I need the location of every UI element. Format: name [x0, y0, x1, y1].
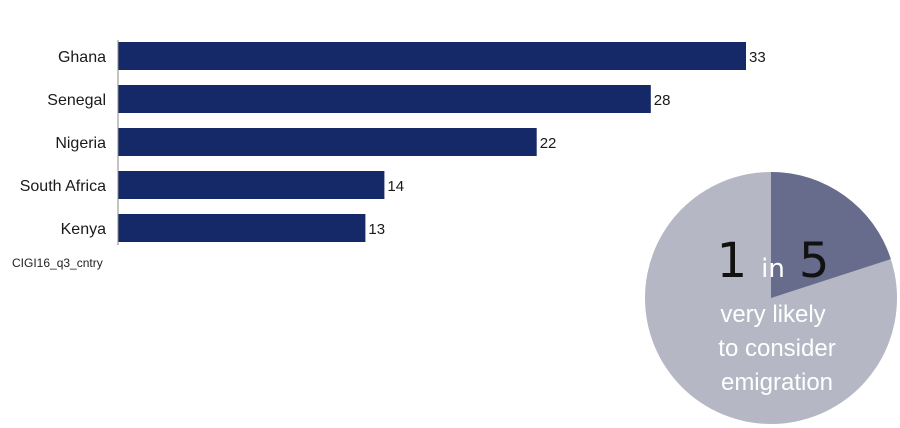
category-label-south-africa: South Africa [20, 178, 106, 195]
pie-callout: 1 in 5 very likely to consider emigratio… [645, 172, 897, 424]
value-label-kenya: 13 [368, 221, 385, 238]
value-label-ghana: 33 [749, 49, 766, 66]
caption-line-2: to consider [718, 335, 835, 362]
bars-layer [118, 42, 746, 242]
category-label-ghana: Ghana [58, 49, 106, 66]
bar-senegal [118, 85, 651, 113]
value-label-senegal: 28 [654, 92, 671, 109]
value-label-nigeria: 22 [540, 135, 557, 152]
ratio-connector: in [761, 254, 785, 284]
source-label: CIGI16_q3_cntry [12, 256, 103, 270]
value-labels-layer: 33 28 22 14 13 [368, 49, 765, 238]
bar-nigeria [118, 128, 537, 156]
category-label-kenya: Kenya [61, 221, 106, 238]
bar-ghana [118, 42, 746, 70]
bar-south-africa [118, 171, 385, 199]
caption-line-3: emigration [721, 369, 833, 396]
category-label-nigeria: Nigeria [55, 135, 106, 152]
ratio-numerator: 1 [717, 233, 748, 289]
category-labels-layer: Ghana Senegal Nigeria South Africa Kenya [20, 49, 106, 238]
caption-line-1: very likely [720, 301, 825, 328]
category-label-senegal: Senegal [47, 92, 106, 109]
pie-highlight-slice [771, 172, 891, 298]
ratio-denominator: 5 [799, 233, 830, 289]
ratio-text: 1 in 5 [717, 233, 830, 289]
value-label-south-africa: 14 [387, 178, 404, 195]
bar-kenya [118, 214, 366, 242]
